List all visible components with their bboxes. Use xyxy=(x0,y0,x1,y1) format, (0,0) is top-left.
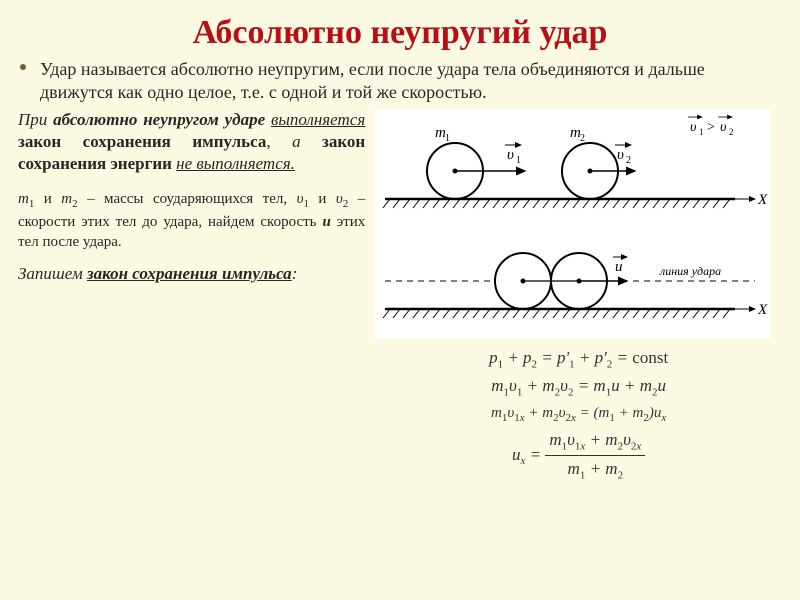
bullet-icon xyxy=(20,64,26,70)
write-law-prompt: Запишем закон сохранения импульса: xyxy=(18,263,365,285)
svg-text:υ: υ xyxy=(617,147,624,163)
svg-text:υ: υ xyxy=(507,147,514,163)
svg-text:X: X xyxy=(757,192,768,208)
svg-text:1: 1 xyxy=(516,155,521,166)
right-column: XXm1υ1m2υ2υ1>υ2uлиния удара p1 + p2 = p'… xyxy=(375,109,782,485)
collision-diagram: XXm1υ1m2υ2υ1>υ2uлиния удара xyxy=(375,109,770,339)
svg-text:X: X xyxy=(757,302,768,318)
svg-text:>: > xyxy=(707,120,715,135)
eq-momentum-conservation: p1 + p2 = p'1 + p'2 = const xyxy=(375,345,782,373)
lead-paragraph: Удар называется абсолютно неупругим, есл… xyxy=(0,58,800,103)
svg-text:1: 1 xyxy=(699,127,704,137)
left-column: При абсолютно неупругом ударе выполняетс… xyxy=(18,109,375,485)
svg-text:1: 1 xyxy=(445,133,450,144)
svg-text:линия удара: линия удара xyxy=(659,264,721,278)
diagram-svg: XXm1υ1m2υ2υ1>υ2uлиния удара xyxy=(375,109,770,339)
svg-text:2: 2 xyxy=(580,133,585,144)
svg-text:u: u xyxy=(615,259,623,275)
svg-text:υ: υ xyxy=(720,120,726,135)
conservation-law-note: При абсолютно неупругом ударе выполняетс… xyxy=(18,109,365,175)
slide-title: Абсолютно неупругий удар xyxy=(0,0,800,58)
lead-text: Удар называется абсолютно неупругим, есл… xyxy=(40,59,705,102)
svg-text:2: 2 xyxy=(626,155,631,166)
content-columns: При абсолютно неупругом ударе выполняетс… xyxy=(0,103,800,485)
variable-definitions: m1 и m2 – массы соударяющихся тел, υ1 и … xyxy=(18,189,365,252)
svg-text:2: 2 xyxy=(729,127,734,137)
equations-block: p1 + p2 = p'1 + p'2 = const m1υ1 + m2υ2 … xyxy=(375,339,782,485)
eq-final-velocity: ux = m1υ1x + m2υ2x m1 + m2 xyxy=(375,427,782,485)
eq-momentum-expanded: m1υ1 + m2υ2 = m1u + m2u xyxy=(375,373,782,401)
eq-x-projection: m1υ1x + m2υ2x = (m1 + m2)ux xyxy=(375,402,782,427)
svg-text:υ: υ xyxy=(690,120,696,135)
